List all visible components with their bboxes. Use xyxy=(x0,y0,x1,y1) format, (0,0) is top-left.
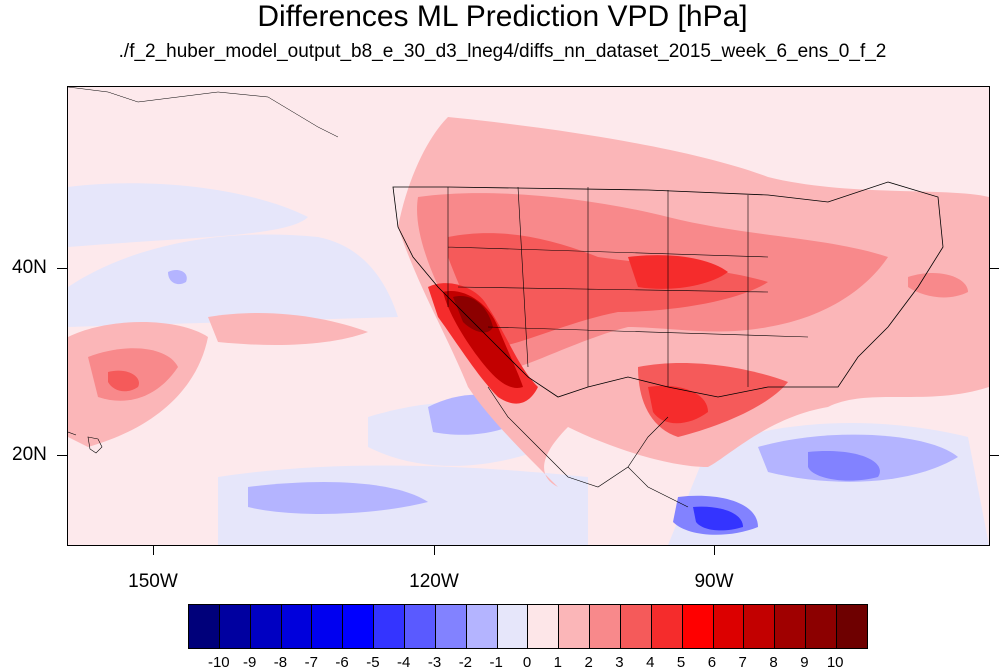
colorbar-box xyxy=(250,605,282,648)
colorbar-tick-label: -3 xyxy=(427,654,442,671)
colorbar-tick-label: 1 xyxy=(553,654,562,671)
colorbar-tick-label: -6 xyxy=(335,654,349,671)
colorbar-box xyxy=(405,605,436,648)
colorbar-box xyxy=(281,605,313,648)
lat-label-40n: 40N xyxy=(12,257,47,278)
lon-tick-120w xyxy=(434,545,435,555)
colorbar-tick-label: 10 xyxy=(826,654,844,671)
map-subtitle: ./f_2_huber_model_output_b8_e_30_d3_lneg… xyxy=(118,41,887,62)
colorbar-box xyxy=(621,605,652,648)
lat-label-20n: 20N xyxy=(12,444,47,465)
lon-label-90w: 90W xyxy=(694,571,734,592)
colorbar-box xyxy=(744,605,776,648)
lat-tick-40n-right xyxy=(989,268,999,269)
colorbar-tick-label: 4 xyxy=(646,654,655,671)
colorbar-box xyxy=(189,605,220,648)
colorbar-box xyxy=(466,605,498,648)
colorbar-box xyxy=(374,605,406,648)
lat-tick-20n-right xyxy=(989,455,999,456)
colorbar-box xyxy=(497,605,529,648)
map-title: Differences ML Prediction VPD [hPa] xyxy=(257,0,748,33)
colorbar-box xyxy=(806,605,838,648)
colorbar-tick-label: -10 xyxy=(207,654,230,671)
lat-tick-20n-left xyxy=(57,455,67,456)
colorbar-tick-label: 6 xyxy=(707,654,717,671)
colorbar-tick-label: -5 xyxy=(366,654,380,671)
colorbar-box xyxy=(559,605,591,648)
colorbar xyxy=(188,604,868,649)
colorbar-box xyxy=(651,605,683,648)
colorbar-box xyxy=(528,605,560,648)
colorbar-box xyxy=(219,605,251,648)
colorbar-tick-label: 9 xyxy=(800,654,809,671)
colorbar-tick-label: -2 xyxy=(458,654,473,671)
colorbar-tick-label: 0 xyxy=(522,654,532,671)
colorbar-box xyxy=(775,605,807,648)
colorbar-box xyxy=(837,605,867,648)
colorbar-box xyxy=(590,605,622,648)
colorbar-tick-label: -7 xyxy=(304,654,318,671)
colorbar-tick-label: -9 xyxy=(242,654,257,671)
map-plot xyxy=(67,86,990,546)
colorbar-box xyxy=(312,605,344,648)
colorbar-box xyxy=(713,605,745,648)
colorbar-tick-label: 3 xyxy=(615,654,624,671)
lon-label-120w: 120W xyxy=(409,571,459,592)
colorbar-tick-label: 2 xyxy=(584,654,593,671)
colorbar-tick-label: -8 xyxy=(273,654,288,671)
colorbar-tick-label: -4 xyxy=(397,654,411,671)
colorbar-box xyxy=(343,605,375,648)
colorbar-tick-label: 5 xyxy=(676,654,686,671)
colorbar-tick-label: -1 xyxy=(489,654,503,671)
colorbar-tick-label: 8 xyxy=(769,654,778,671)
colorbar-box xyxy=(435,605,467,648)
colorbar-tick-label: 7 xyxy=(738,654,747,671)
colorbar-box xyxy=(682,605,714,648)
lat-tick-40n-left xyxy=(57,268,67,269)
lon-tick-90w xyxy=(714,545,715,555)
lon-tick-150w xyxy=(153,545,154,555)
vpd-difference-field xyxy=(68,87,989,545)
lon-label-150w: 150W xyxy=(128,571,178,592)
